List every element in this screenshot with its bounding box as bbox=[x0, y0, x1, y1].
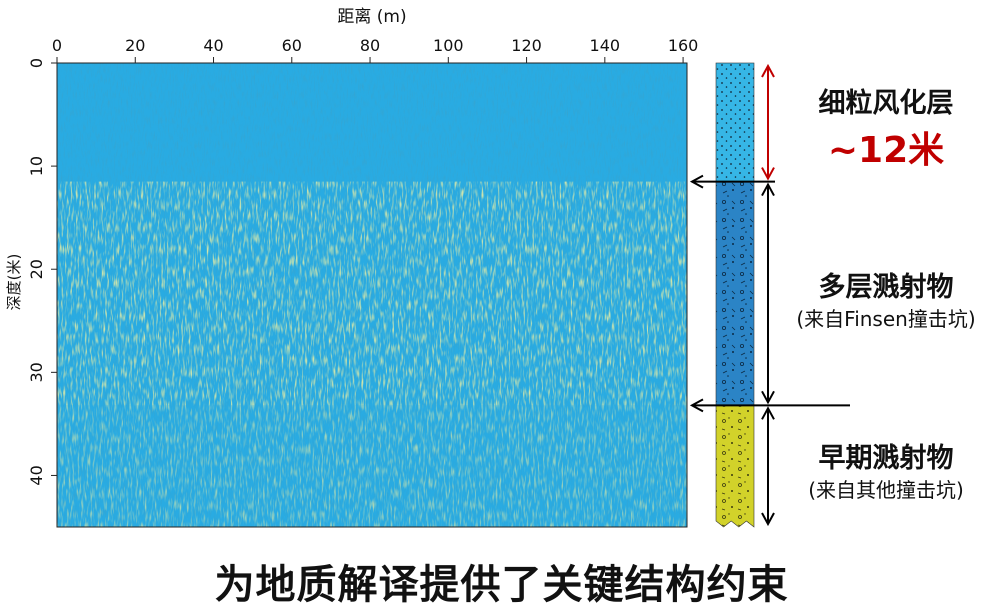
y-tick-label: 20 bbox=[27, 259, 46, 279]
thickness-arrow bbox=[761, 63, 775, 181]
boundary-arrow-upper bbox=[689, 174, 775, 189]
boundary-arrow-lower bbox=[689, 398, 850, 413]
x-tick-label: 0 bbox=[52, 36, 62, 55]
layer-annotations: 细粒风化层 ~12米 多层溅射物 (来自Finsen撞击坑) 早期溅射物 (来自… bbox=[689, 63, 976, 527]
x-tick-label: 80 bbox=[360, 36, 380, 55]
x-tick-label: 140 bbox=[590, 36, 621, 55]
reflector-zone bbox=[57, 405, 687, 527]
layer-title-multilayer-ejecta: 多层溅射物 bbox=[819, 272, 954, 303]
x-tick-label: 120 bbox=[511, 36, 542, 55]
stratigraphic-column bbox=[715, 62, 755, 528]
reflector-zone bbox=[57, 181, 687, 406]
thickness-arrow bbox=[761, 182, 775, 405]
layer-title-early-ejecta: 早期溅射物 bbox=[819, 443, 954, 474]
y-tick-label: 40 bbox=[27, 465, 46, 485]
x-axis: 0 20 40 60 80 100 120 140 160 bbox=[52, 36, 699, 64]
y-axis-label: 深度(米) bbox=[5, 254, 23, 311]
y-tick-label: 0 bbox=[27, 58, 46, 68]
x-tick-label: 160 bbox=[668, 36, 699, 55]
y-tick-label: 30 bbox=[27, 362, 46, 382]
layer-thickness-note: ~12米 bbox=[828, 130, 944, 171]
x-tick-label: 40 bbox=[203, 36, 223, 55]
y-tick-label: 10 bbox=[27, 156, 46, 176]
y-axis: 0 10 20 30 40 bbox=[27, 58, 58, 527]
x-tick-label: 100 bbox=[433, 36, 464, 55]
figure-caption: 为地质解译提供了关键结构约束 bbox=[214, 562, 789, 608]
x-tick-label: 60 bbox=[282, 36, 302, 55]
radargram-image bbox=[56, 62, 688, 528]
layer-subtitle-other-craters: (来自其他撞击坑) bbox=[808, 478, 964, 502]
layer-title-fine-regolith: 细粒风化层 bbox=[819, 87, 954, 119]
x-tick-label: 20 bbox=[125, 36, 145, 55]
x-axis-label: 距离 (m) bbox=[337, 7, 406, 27]
layer-subtitle-finsen: (来自Finsen撞击坑) bbox=[796, 307, 975, 331]
thickness-arrow bbox=[761, 406, 775, 527]
